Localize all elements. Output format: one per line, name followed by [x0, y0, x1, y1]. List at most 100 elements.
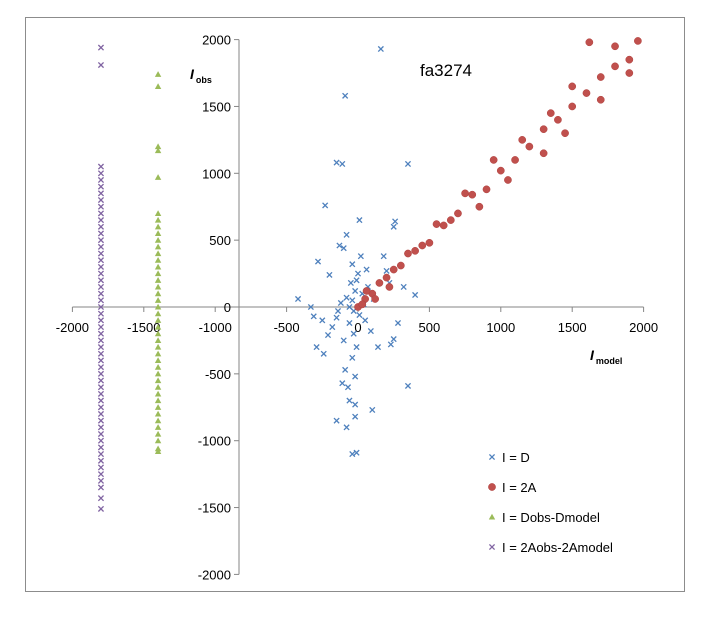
data-point: [412, 291, 419, 299]
data-point: [353, 344, 360, 351]
data-point: [404, 382, 412, 389]
data-point: [154, 303, 162, 310]
data-point: [97, 217, 105, 224]
data-point: [154, 437, 162, 444]
data-point: [154, 71, 162, 77]
data-point: [97, 410, 105, 418]
data-point: [97, 290, 105, 297]
data-point: [446, 216, 455, 224]
data-point: [346, 319, 353, 327]
data-point: [371, 295, 379, 303]
data-point: [400, 283, 407, 291]
data-point: [390, 336, 397, 343]
data-point: [154, 404, 162, 410]
data-point: [356, 217, 363, 224]
data-point: [97, 183, 105, 190]
data-point: [322, 202, 329, 209]
data-point: [352, 413, 359, 420]
tick-labels: -2000 -1500 -1000 -500 0 500 1000 1500 2000 -2000…: [56, 33, 658, 583]
y-tick-label: -500: [205, 367, 231, 382]
y-tick-label: 0: [224, 300, 231, 315]
data-point: [333, 314, 340, 321]
data-point: [154, 243, 162, 250]
series-0: [294, 45, 419, 458]
data-point: [358, 300, 367, 309]
data-point: [340, 245, 347, 252]
data-point: [97, 237, 105, 244]
data-point: [97, 163, 105, 170]
data-point: [294, 295, 302, 303]
series-2: [154, 71, 162, 454]
y-tick-label: 1000: [202, 166, 231, 181]
legend-marker: [488, 543, 496, 551]
data-point: [482, 185, 491, 194]
data-point: [97, 384, 105, 391]
data-point: [97, 203, 105, 210]
data-point: [97, 397, 105, 404]
data-point: [97, 344, 105, 351]
data-point: [97, 210, 105, 217]
data-point: [333, 417, 340, 424]
data-point: [154, 297, 162, 303]
x-tick-label: -1500: [127, 320, 160, 335]
y-tick-label: 1500: [202, 99, 231, 114]
data-point: [97, 505, 105, 512]
series-1: [354, 37, 642, 311]
data-point: [154, 174, 162, 180]
series-3: [97, 44, 105, 512]
data-point: [310, 313, 317, 320]
data-point: [525, 142, 534, 151]
data-point: [475, 202, 484, 211]
data-point: [539, 125, 548, 134]
data-point: [154, 397, 162, 404]
data-point: [343, 424, 350, 431]
data-point: [154, 337, 162, 343]
data-point: [154, 317, 162, 323]
x-tick-label: -500: [274, 320, 300, 335]
data-point: [389, 265, 398, 274]
data-point: [356, 311, 363, 319]
data-point: [97, 61, 105, 69]
data-point: [97, 464, 105, 471]
data-point: [97, 323, 105, 331]
data-point: [489, 156, 498, 164]
y-tick-label: 500: [209, 233, 231, 248]
data-point: [404, 249, 412, 258]
data-point: [154, 216, 162, 223]
data-point: [375, 279, 384, 287]
data-point: [411, 246, 419, 255]
data-point: [97, 257, 105, 264]
data-point: [454, 209, 462, 218]
data-point: [97, 44, 105, 51]
data-point: [404, 160, 412, 168]
legend-label: I = Dobs-Dmodel: [502, 510, 600, 525]
legend: I = D I = 2A I = Dobs-Dmodel I = 2Aobs-2Amo…: [488, 450, 613, 555]
data-point: [97, 176, 105, 184]
data-point: [97, 263, 105, 270]
data-point: [329, 323, 336, 331]
data-point: [385, 283, 394, 291]
x-tick-label: 1500: [558, 320, 587, 335]
data-point: [307, 303, 314, 311]
data-point: [418, 241, 427, 250]
data-point: [568, 102, 577, 111]
data-point: [97, 196, 105, 204]
data-point: [339, 160, 346, 168]
data-point: [349, 451, 356, 458]
data-point: [154, 357, 162, 364]
data-point: [539, 149, 548, 158]
data-point: [154, 290, 162, 297]
data-point: [154, 430, 162, 437]
data-point: [154, 277, 162, 283]
data-points: [97, 37, 642, 512]
data-point: [349, 354, 356, 361]
data-point: [154, 210, 162, 216]
data-point: [154, 448, 162, 454]
x-tick-label: 1000: [486, 320, 515, 335]
data-point: [439, 221, 448, 230]
y-axis-label-sub: obs: [196, 75, 212, 85]
data-point: [97, 495, 105, 502]
data-point: [154, 377, 162, 384]
x-tick-label: 0: [354, 320, 361, 335]
